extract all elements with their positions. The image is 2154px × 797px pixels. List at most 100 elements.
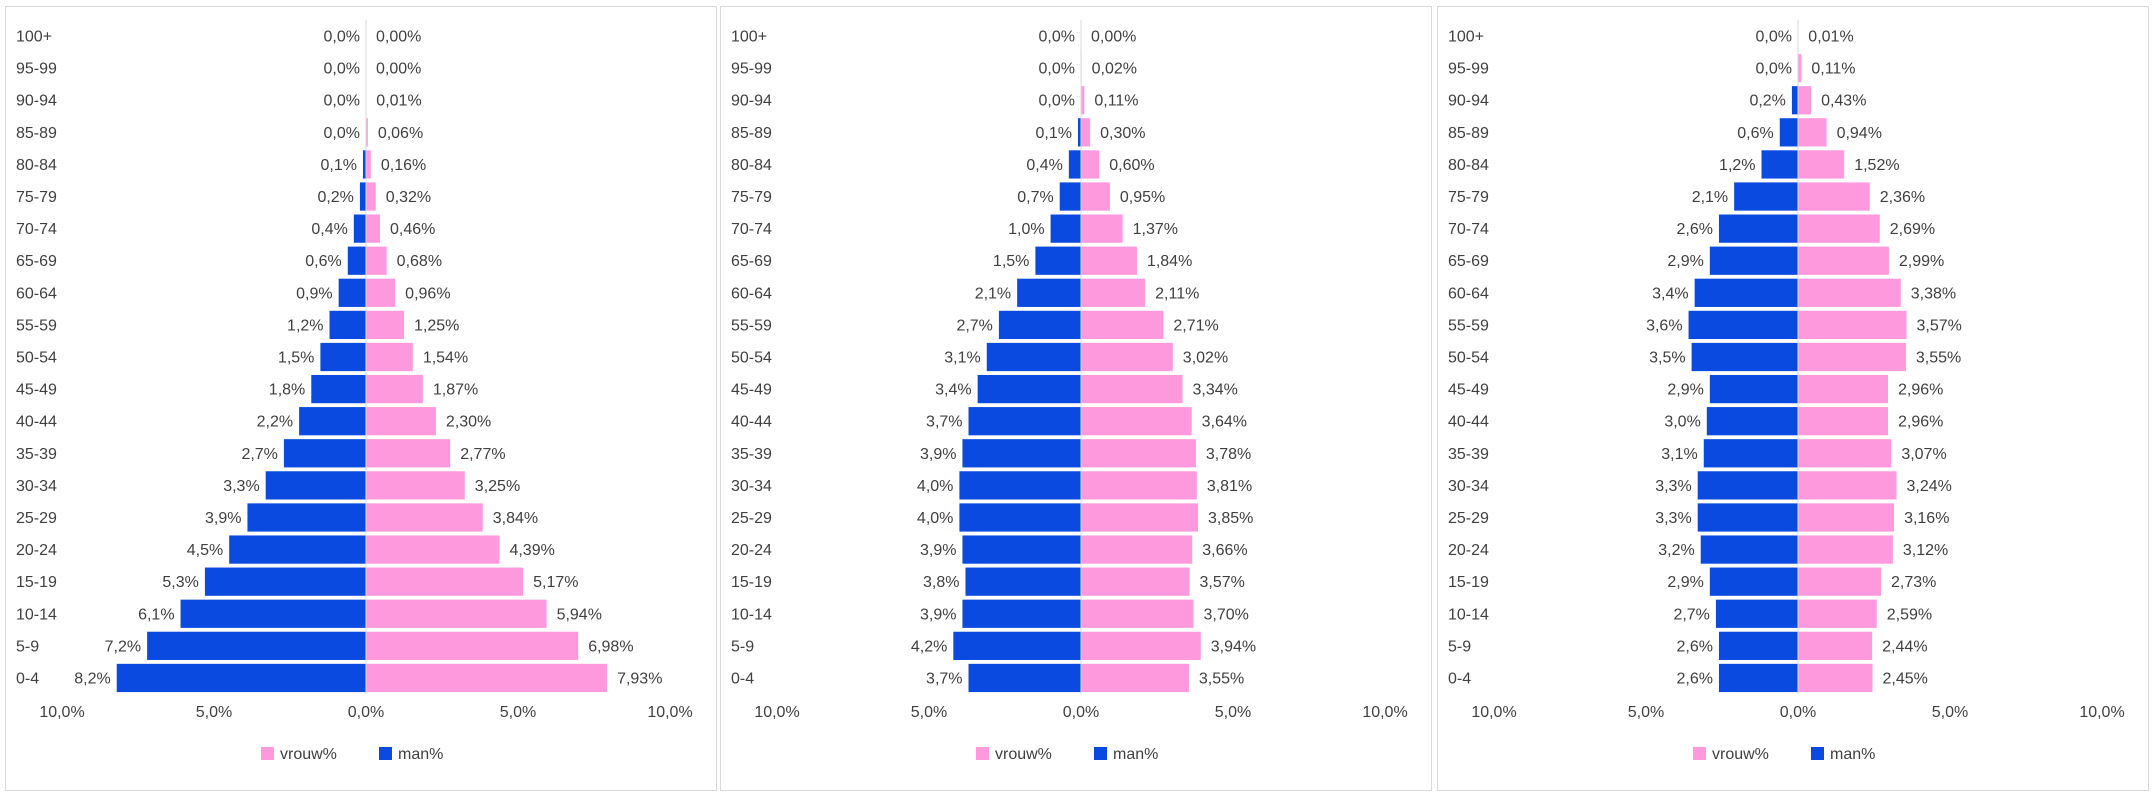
bar-man xyxy=(962,599,1081,628)
category-label: 45-49 xyxy=(1448,382,1489,399)
bar-man xyxy=(1694,278,1798,307)
data-label-man: 3,7% xyxy=(926,670,962,687)
legend-swatch-vrouw xyxy=(261,747,274,760)
data-label-vrouw: 3,94% xyxy=(1211,638,1256,655)
category-label: 80-84 xyxy=(731,157,772,174)
bar-man xyxy=(1068,150,1081,179)
data-label-vrouw: 6,98% xyxy=(588,638,633,655)
pyramid-chart-2: 0-4 3,7% 3,55% 5-9 4,2% 3,94% 10-14 3,9% 3,70% 15… xyxy=(731,20,1408,763)
data-label-man: 2,6% xyxy=(1676,670,1712,687)
category-label: 70-74 xyxy=(731,221,772,238)
data-label-man: 4,2% xyxy=(911,638,947,655)
pyramid-chart-1: 0-4 8,2% 7,93% 5-9 7,2% 6,98% 10-14 6,1% 5,94% 15… xyxy=(16,20,693,763)
data-label-man: 1,2% xyxy=(1719,157,1755,174)
bar-vrouw xyxy=(1081,246,1137,275)
data-label-man: 2,6% xyxy=(1676,638,1712,655)
bar-vrouw xyxy=(1798,535,1893,564)
data-label-man: 0,2% xyxy=(317,189,353,206)
data-label-vrouw: 0,16% xyxy=(381,157,426,174)
data-label-vrouw: 3,38% xyxy=(1911,285,1956,302)
category-label: 20-24 xyxy=(731,542,772,559)
data-label-man: 1,2% xyxy=(287,317,323,334)
bar-man xyxy=(1718,663,1798,693)
category-label: 25-29 xyxy=(16,510,57,527)
bar-vrouw xyxy=(1798,631,1873,660)
category-label: 40-44 xyxy=(731,414,772,431)
category-label: 10-14 xyxy=(1448,606,1489,623)
category-label: 25-29 xyxy=(731,510,772,527)
data-label-man: 4,5% xyxy=(187,542,223,559)
data-label-vrouw: 0,43% xyxy=(1821,93,1866,110)
data-label-vrouw: 2,96% xyxy=(1898,382,1943,399)
category-label: 10-14 xyxy=(731,606,772,623)
legend-label-man: man% xyxy=(1830,746,1875,763)
data-label-man: 3,9% xyxy=(920,542,956,559)
category-label: 85-89 xyxy=(731,125,772,142)
bar-man xyxy=(204,567,366,596)
data-label-man: 4,0% xyxy=(917,478,953,495)
bar-vrouw xyxy=(366,535,500,564)
category-label: 25-29 xyxy=(1448,510,1489,527)
data-label-man: 3,3% xyxy=(1655,510,1691,527)
data-label-vrouw: 0,32% xyxy=(386,189,431,206)
data-label-man: 3,3% xyxy=(223,478,259,495)
bar-vrouw xyxy=(1081,631,1201,660)
bar-vrouw xyxy=(1081,150,1100,179)
data-label-man: 2,6% xyxy=(1676,221,1712,238)
x-tick-label: 5,0% xyxy=(1628,704,1664,721)
data-label-man: 2,7% xyxy=(1673,606,1709,623)
bar-vrouw xyxy=(366,567,524,596)
bar-vrouw xyxy=(1081,439,1196,468)
bar-man xyxy=(1059,182,1081,211)
bar-man xyxy=(1077,118,1081,147)
data-label-man: 3,0% xyxy=(1664,414,1700,431)
bar-man xyxy=(1718,631,1798,660)
data-label-man: 2,9% xyxy=(1667,382,1703,399)
category-label: 10-14 xyxy=(16,606,57,623)
data-label-man: 2,9% xyxy=(1667,574,1703,591)
category-label: 65-69 xyxy=(731,253,772,270)
category-label: 35-39 xyxy=(16,446,57,463)
category-label: 55-59 xyxy=(16,317,57,334)
data-label-vrouw: 0,60% xyxy=(1109,157,1154,174)
category-label: 75-79 xyxy=(1448,189,1489,206)
pyramid-panel-1: 0-4 8,2% 7,93% 5-9 7,2% 6,98% 10-14 6,1% 5,94% 15… xyxy=(5,6,717,791)
x-tick-label: 10,0% xyxy=(39,704,84,721)
category-label: 90-94 xyxy=(16,93,57,110)
bar-vrouw xyxy=(1081,118,1091,147)
x-tick-label: 5,0% xyxy=(500,704,536,721)
category-label: 30-34 xyxy=(1448,478,1489,495)
data-label-man: 0,1% xyxy=(320,157,356,174)
bar-vrouw xyxy=(366,118,368,147)
category-label: 100+ xyxy=(16,29,52,46)
bar-vrouw xyxy=(1081,535,1193,564)
bar-man xyxy=(1709,374,1798,404)
bar-man xyxy=(1791,86,1798,115)
bar-man xyxy=(986,342,1081,372)
bar-vrouw xyxy=(366,407,436,436)
data-label-man: 3,9% xyxy=(920,446,956,463)
data-label-vrouw: 7,93% xyxy=(617,670,662,687)
data-label-vrouw: 3,78% xyxy=(1206,446,1251,463)
category-label: 30-34 xyxy=(16,478,57,495)
bar-man xyxy=(338,278,366,307)
data-label-vrouw: 3,84% xyxy=(493,510,538,527)
data-label-man: 1,5% xyxy=(278,350,314,367)
category-label: 50-54 xyxy=(16,350,57,367)
data-label-man: 3,5% xyxy=(1649,350,1685,367)
data-label-man: 0,0% xyxy=(324,29,360,46)
bar-man xyxy=(1703,439,1798,468)
bar-vrouw xyxy=(1081,567,1190,596)
bar-man xyxy=(1050,214,1081,243)
data-label-man: 0,0% xyxy=(324,93,360,110)
bar-vrouw xyxy=(366,150,371,179)
bar-man xyxy=(1697,503,1798,532)
bar-man xyxy=(1035,246,1081,275)
data-label-vrouw: 3,24% xyxy=(1906,478,1951,495)
bar-vrouw xyxy=(1798,599,1877,628)
category-label: 0-4 xyxy=(731,670,754,687)
data-label-man: 3,3% xyxy=(1655,478,1691,495)
data-label-vrouw: 0,94% xyxy=(1837,125,1882,142)
bar-vrouw xyxy=(1081,503,1199,532)
category-label: 85-89 xyxy=(16,125,57,142)
